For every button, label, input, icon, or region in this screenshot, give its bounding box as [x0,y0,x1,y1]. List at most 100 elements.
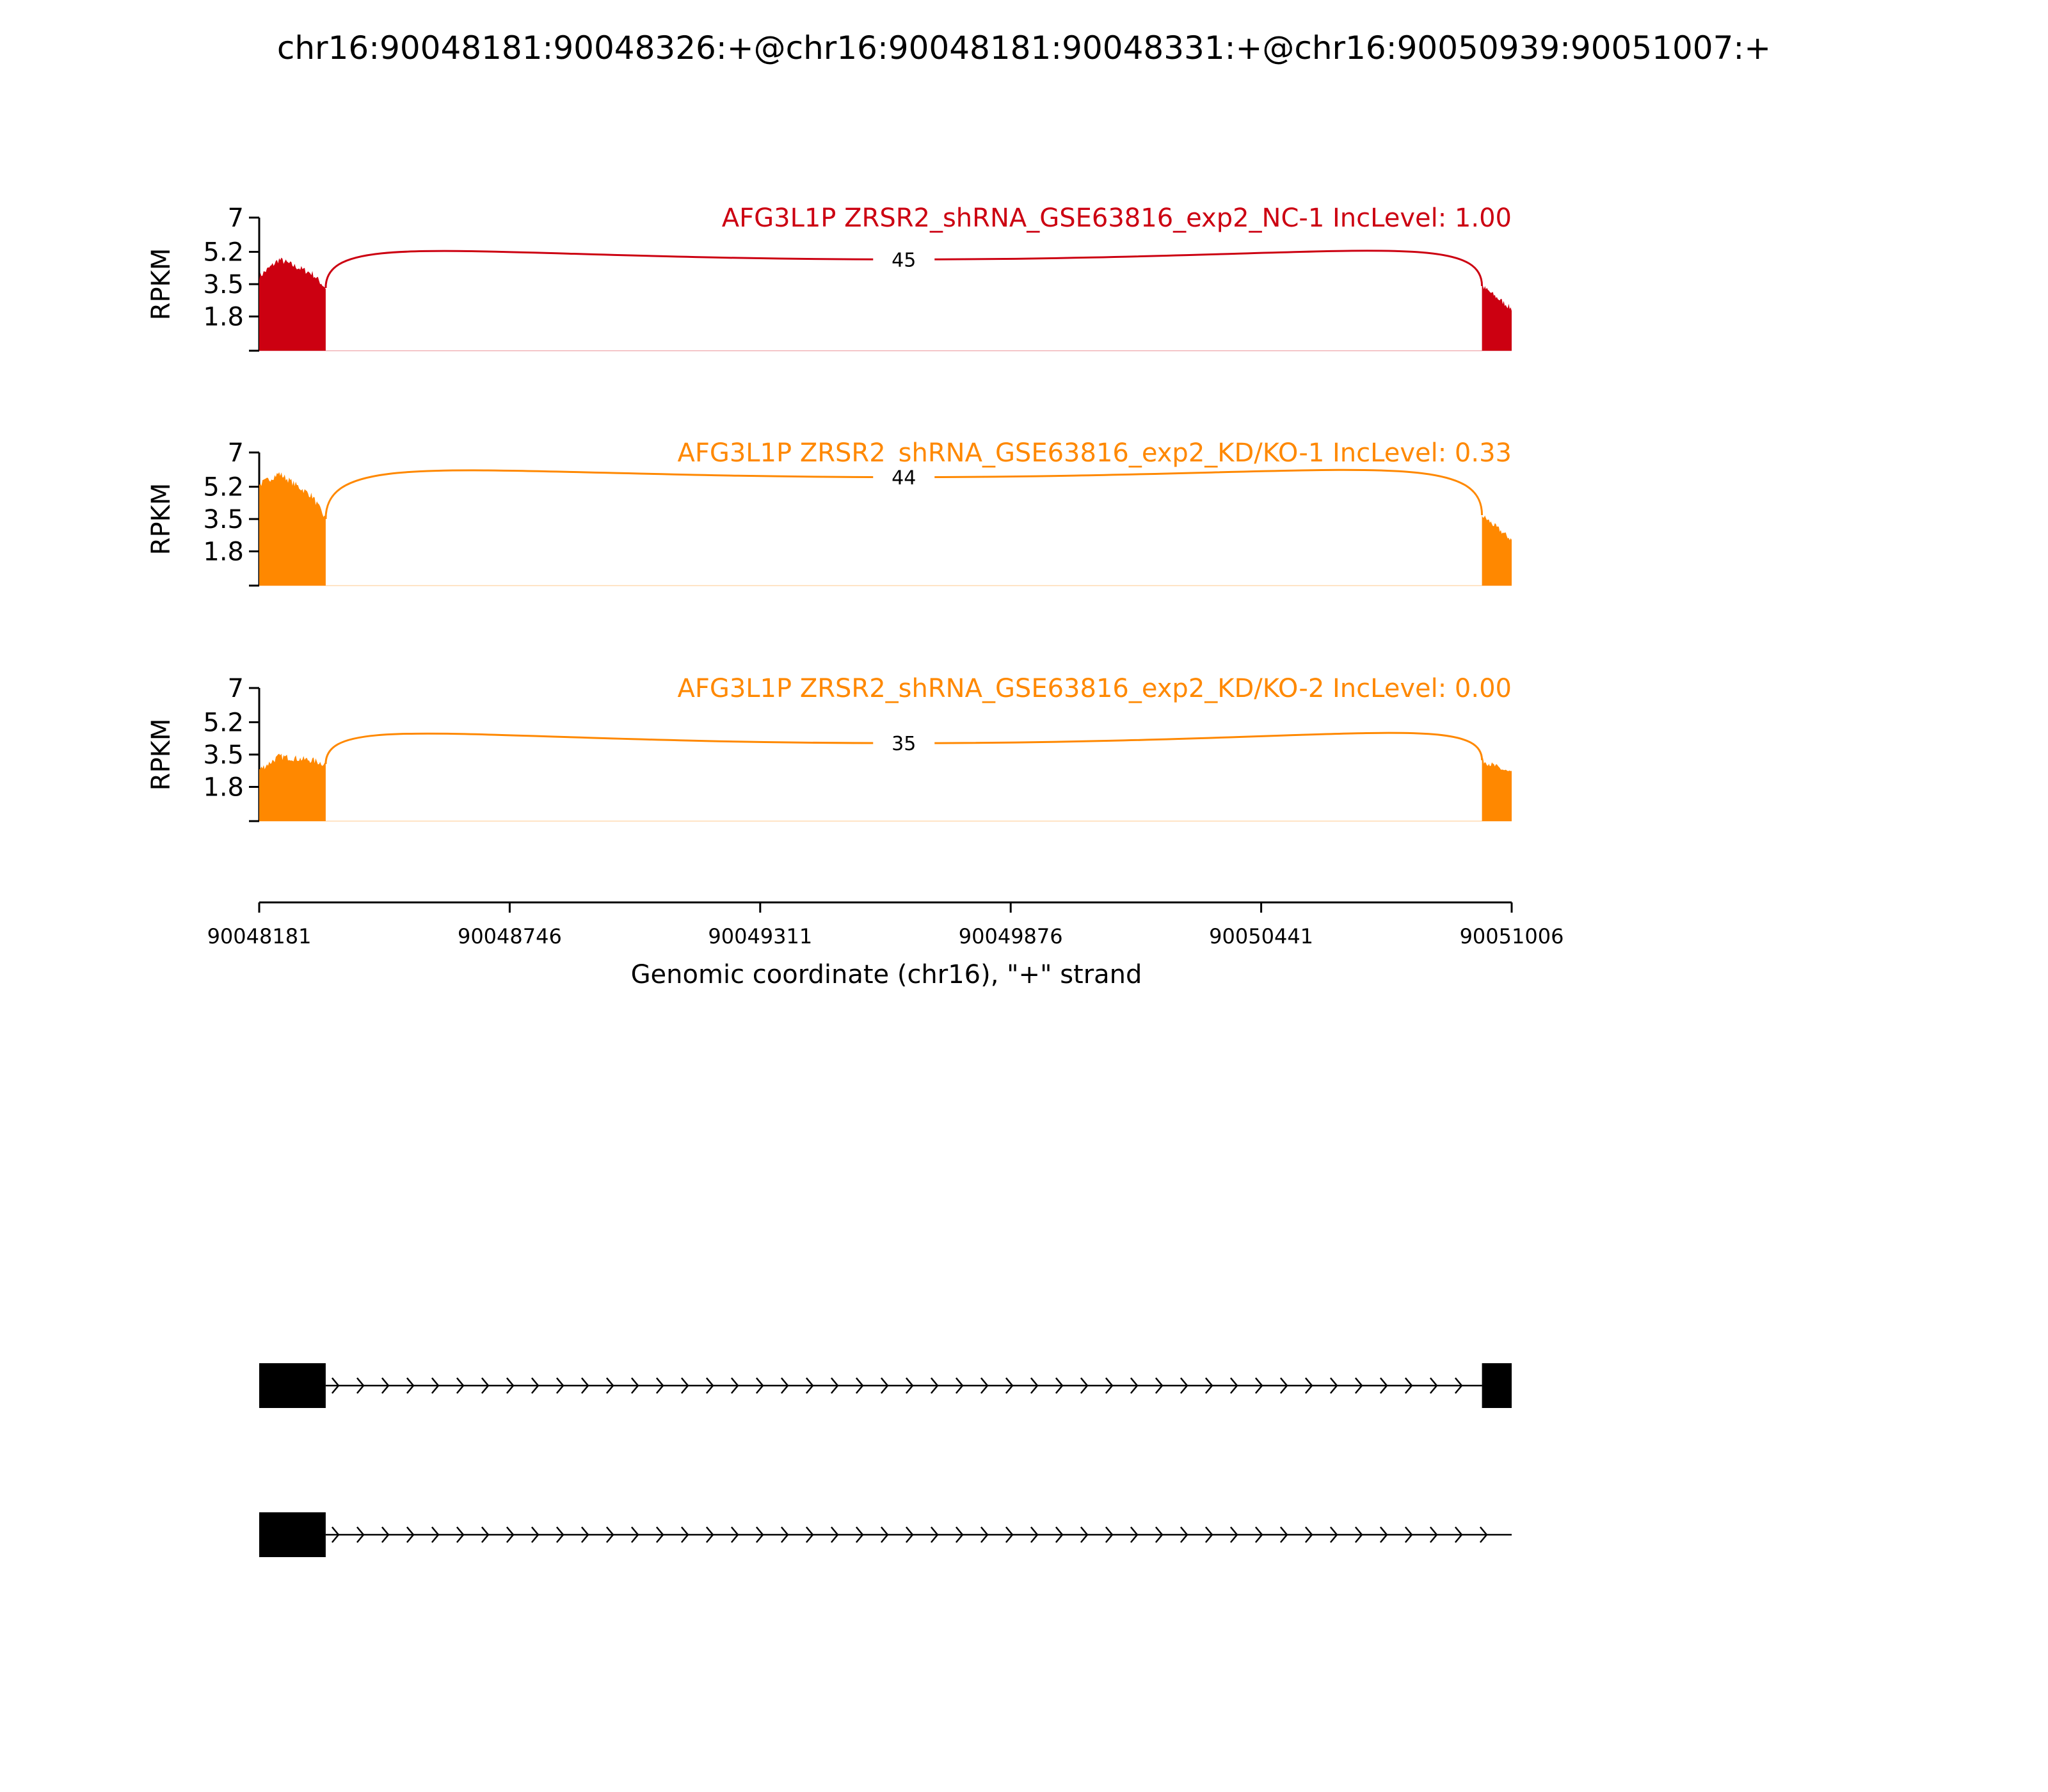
strand-arrow [830,1377,839,1394]
strand-arrow [1229,1377,1238,1394]
y-tick-label: 7 [228,204,244,233]
x-axis: 90048181 90048746 90049311 90049876 90050441… [207,901,1564,989]
strand-arrow [955,1377,964,1394]
plot-title: chr16:90048181:90048326:+@chr16:90048181… [277,29,1771,67]
strand-arrow [730,1377,739,1394]
strand-arrow [431,1377,440,1394]
strand-arrow [1155,1377,1164,1394]
strand-arrow [331,1526,340,1543]
strand-arrow [1105,1377,1114,1394]
y-tick-label: 1.8 [203,538,244,567]
strand-arrow [880,1377,889,1394]
strand-arrow [1204,1526,1213,1543]
exon-block [259,1512,326,1557]
x-tick-label: 90051006 [1460,924,1564,948]
exon1-coverage [259,472,326,586]
y-axis-label: RPKM [147,483,176,556]
strand-arrow [1030,1526,1039,1543]
strand-arrow [1379,1377,1388,1394]
isoform-2 [259,1512,1512,1557]
junction-count-label: 44 [892,467,916,490]
y-tick-label: 1.8 [203,303,244,332]
strand-arrow [1404,1377,1413,1394]
track-3: 7 5.2 3.51.8 RPKM AFG3L1P ZRSR2_shRNA_GSE638… [147,674,1512,822]
track-2: 7 5.2 3.5 1.8 RPKM AFG3L1P ZRSR2_shRNA_GSE638… [147,438,1512,587]
strand-arrow [1005,1526,1014,1543]
junction-label-bg [873,464,935,490]
strand-arrow [780,1526,789,1543]
junction-label-bg [873,246,935,273]
exon1-coverage [259,257,326,351]
strand-arrow [1229,1526,1238,1543]
strand-arrow [630,1377,639,1394]
strand-arrow [1429,1526,1438,1543]
strand-arrow [1130,1526,1139,1543]
strand-arrow [1105,1526,1114,1543]
strand-arrow [605,1526,614,1543]
strand-arrow [905,1377,914,1394]
strand-arrow [830,1526,839,1543]
x-tick-label: 90050441 [1209,924,1313,948]
strand-arrow [1080,1526,1089,1543]
strand-arrow [1279,1526,1288,1543]
strand-arrow [1304,1377,1313,1394]
strand-arrow [406,1526,415,1543]
y-tick-label: 3.5 [203,270,244,300]
track-title: AFG3L1P ZRSR2_shRNA_GSE63816_exp2_NC-1 I… [722,204,1512,233]
strand-arrow [755,1526,764,1543]
strand-arrow [531,1377,540,1394]
strand-arrow [855,1526,864,1543]
strand-arrow [506,1526,515,1543]
exon2-coverage [1482,758,1512,821]
strand-arrow [980,1526,989,1543]
strand-arrow [381,1377,390,1394]
track-title: AFG3L1P ZRSR2_shRNA_GSE63816_exp2_KD/KO-… [677,438,1512,468]
strand-arrow [705,1377,714,1394]
exon2-coverage [1482,285,1512,351]
y-tick-label: 3.5 [203,505,244,534]
strand-arrow [905,1526,914,1543]
x-tick-label: 90049311 [708,924,812,948]
exon-block [1482,1363,1512,1408]
strand-arrow [955,1526,964,1543]
strand-arrow [655,1526,664,1543]
strand-arrow [1454,1377,1463,1394]
isoform-1 [259,1363,1512,1408]
strand-arrow [780,1377,789,1394]
strand-arrow [1130,1377,1139,1394]
strand-arrow [1429,1377,1438,1394]
isoform-models [259,1363,1512,1557]
y-tick-label: 7 [228,674,244,703]
strand-arrow [1354,1526,1363,1543]
y-axis-label: RPKM [147,248,176,321]
strand-arrow [930,1526,939,1543]
strand-arrow [730,1526,739,1543]
strand-arrow [456,1526,465,1543]
strand-arrow [805,1526,814,1543]
strand-arrow [880,1526,889,1543]
y-tick-label: 5.2 [203,472,244,502]
strand-arrow [580,1377,589,1394]
junction-label-bg [873,730,935,756]
y-axis-label: RPKM [147,719,176,791]
junction-count-label: 45 [892,249,916,271]
strand-arrow [481,1377,490,1394]
strand-arrow [1055,1377,1064,1394]
x-ticks: 90048181 90048746 90049311 90049876 90050441… [207,902,1564,948]
strand-arrow [506,1377,515,1394]
strand-arrow [456,1377,465,1394]
strand-arrow [1180,1526,1188,1543]
junction-count-label: 35 [892,733,916,755]
strand-arrow [630,1526,639,1543]
y-tick-label: 5.2 [203,708,244,737]
strand-arrow [680,1377,689,1394]
strand-arrow [580,1526,589,1543]
strand-arrow [356,1526,365,1543]
strand-arrow [1279,1377,1288,1394]
coverage-tracks: 7 5.2 3.5 1.8 RPKM AFG3L1P ZRSR2_shRNA_GSE638… [147,204,1512,822]
exon2-coverage [1482,515,1512,586]
track-title: AFG3L1P ZRSR2_shRNA_GSE63816_exp2_KD/KO-… [677,674,1512,703]
strand-arrow [1404,1526,1413,1543]
strand-arrow [556,1377,564,1394]
strand-arrow [855,1377,864,1394]
